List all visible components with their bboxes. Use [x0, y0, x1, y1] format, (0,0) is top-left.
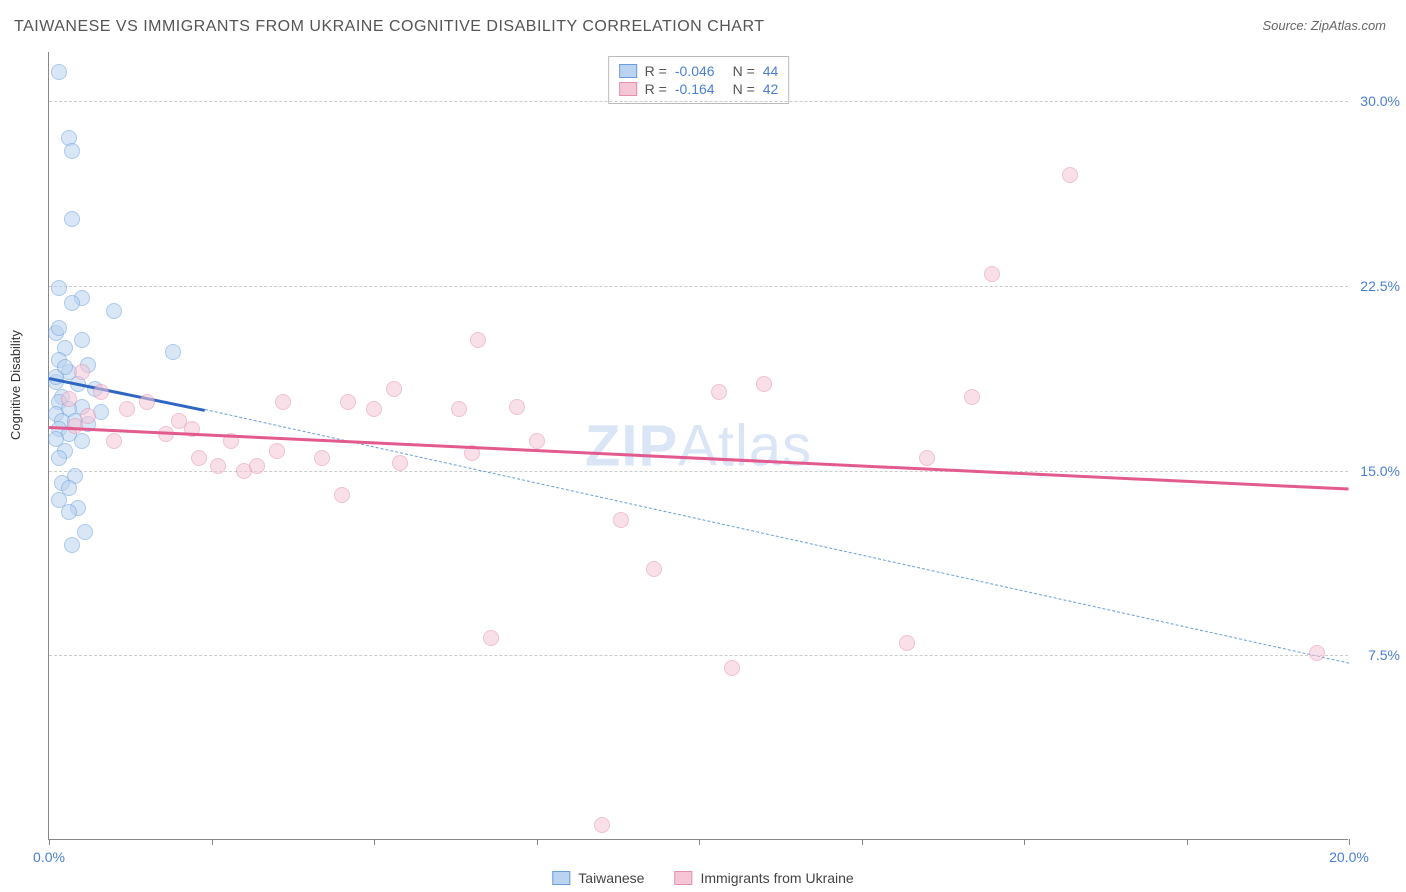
scatter-plot-area: ZIPAtlas R =-0.046N =44R =-0.164N =42 7.… [48, 52, 1348, 840]
data-point [509, 399, 525, 415]
data-point [529, 433, 545, 449]
data-point [899, 635, 915, 651]
n-label: N = [733, 81, 755, 97]
gridline [49, 101, 1348, 102]
y-tick-label: 7.5% [1368, 647, 1400, 663]
data-point [724, 660, 740, 676]
n-label: N = [733, 63, 755, 79]
data-point [984, 266, 1000, 282]
n-value: 44 [763, 63, 779, 79]
legend-label: Taiwanese [578, 870, 644, 886]
data-point [64, 211, 80, 227]
y-tick-label: 15.0% [1360, 463, 1400, 479]
data-point [191, 450, 207, 466]
x-tick [699, 839, 700, 845]
data-point [366, 401, 382, 417]
n-value: 42 [763, 81, 779, 97]
extrapolation-line [205, 409, 1349, 664]
data-point [51, 450, 67, 466]
data-point [756, 376, 772, 392]
legend-item: Taiwanese [552, 870, 644, 886]
data-point [314, 450, 330, 466]
data-point [210, 458, 226, 474]
series-legend: Taiwanese Immigrants from Ukraine [552, 870, 853, 886]
r-value: -0.046 [675, 63, 715, 79]
x-tick-label: 20.0% [1329, 849, 1369, 865]
data-point [392, 455, 408, 471]
y-tick-label: 30.0% [1360, 93, 1400, 109]
data-point [340, 394, 356, 410]
data-point [386, 381, 402, 397]
data-point [451, 401, 467, 417]
data-point [106, 433, 122, 449]
x-tick [537, 839, 538, 845]
data-point [711, 384, 727, 400]
gridline [49, 655, 1348, 656]
data-point [171, 413, 187, 429]
y-axis-label: Cognitive Disability [8, 330, 23, 440]
data-point [57, 359, 73, 375]
data-point [64, 143, 80, 159]
data-point [93, 384, 109, 400]
watermark: ZIPAtlas [585, 412, 812, 479]
r-label: R = [645, 63, 667, 79]
legend-swatch [674, 871, 692, 885]
trend-line [49, 426, 1349, 490]
data-point [61, 391, 77, 407]
data-point [470, 332, 486, 348]
x-tick [862, 839, 863, 845]
x-tick-label: 0.0% [33, 849, 65, 865]
x-tick [49, 839, 50, 845]
data-point [594, 817, 610, 833]
data-point [919, 450, 935, 466]
legend-swatch [619, 64, 637, 78]
data-point [74, 433, 90, 449]
data-point [74, 332, 90, 348]
x-tick [1349, 839, 1350, 845]
r-value: -0.164 [675, 81, 715, 97]
data-point [119, 401, 135, 417]
data-point [77, 524, 93, 540]
data-point [80, 408, 96, 424]
stats-row: R = -0.164 N = 42 [619, 80, 779, 98]
legend-swatch [552, 871, 570, 885]
r-label: R = [645, 81, 667, 97]
data-point [51, 320, 67, 336]
y-tick-label: 22.5% [1360, 278, 1400, 294]
x-tick [212, 839, 213, 845]
x-tick [1187, 839, 1188, 845]
data-point [64, 295, 80, 311]
data-point [74, 364, 90, 380]
data-point [139, 394, 155, 410]
data-point [269, 443, 285, 459]
gridline [49, 286, 1348, 287]
data-point [64, 537, 80, 553]
data-point [165, 344, 181, 360]
data-point [334, 487, 350, 503]
data-point [964, 389, 980, 405]
stats-row: R = -0.046 N = 44 [619, 62, 779, 80]
x-tick [1024, 839, 1025, 845]
data-point [249, 458, 265, 474]
chart-title: TAIWANESE VS IMMIGRANTS FROM UKRAINE COG… [14, 18, 764, 36]
data-point [483, 630, 499, 646]
data-point [275, 394, 291, 410]
legend-swatch [619, 82, 637, 96]
data-point [61, 504, 77, 520]
legend-label: Immigrants from Ukraine [700, 870, 853, 886]
data-point [646, 561, 662, 577]
data-point [51, 280, 67, 296]
data-point [51, 64, 67, 80]
legend-item: Immigrants from Ukraine [674, 870, 853, 886]
data-point [613, 512, 629, 528]
data-point [1062, 167, 1078, 183]
stats-legend: R = -0.046 N = 44 R = -0.164 N = 42 [608, 56, 790, 104]
source-attribution: Source: ZipAtlas.com [1262, 18, 1386, 33]
data-point [106, 303, 122, 319]
data-point [1309, 645, 1325, 661]
x-tick [374, 839, 375, 845]
